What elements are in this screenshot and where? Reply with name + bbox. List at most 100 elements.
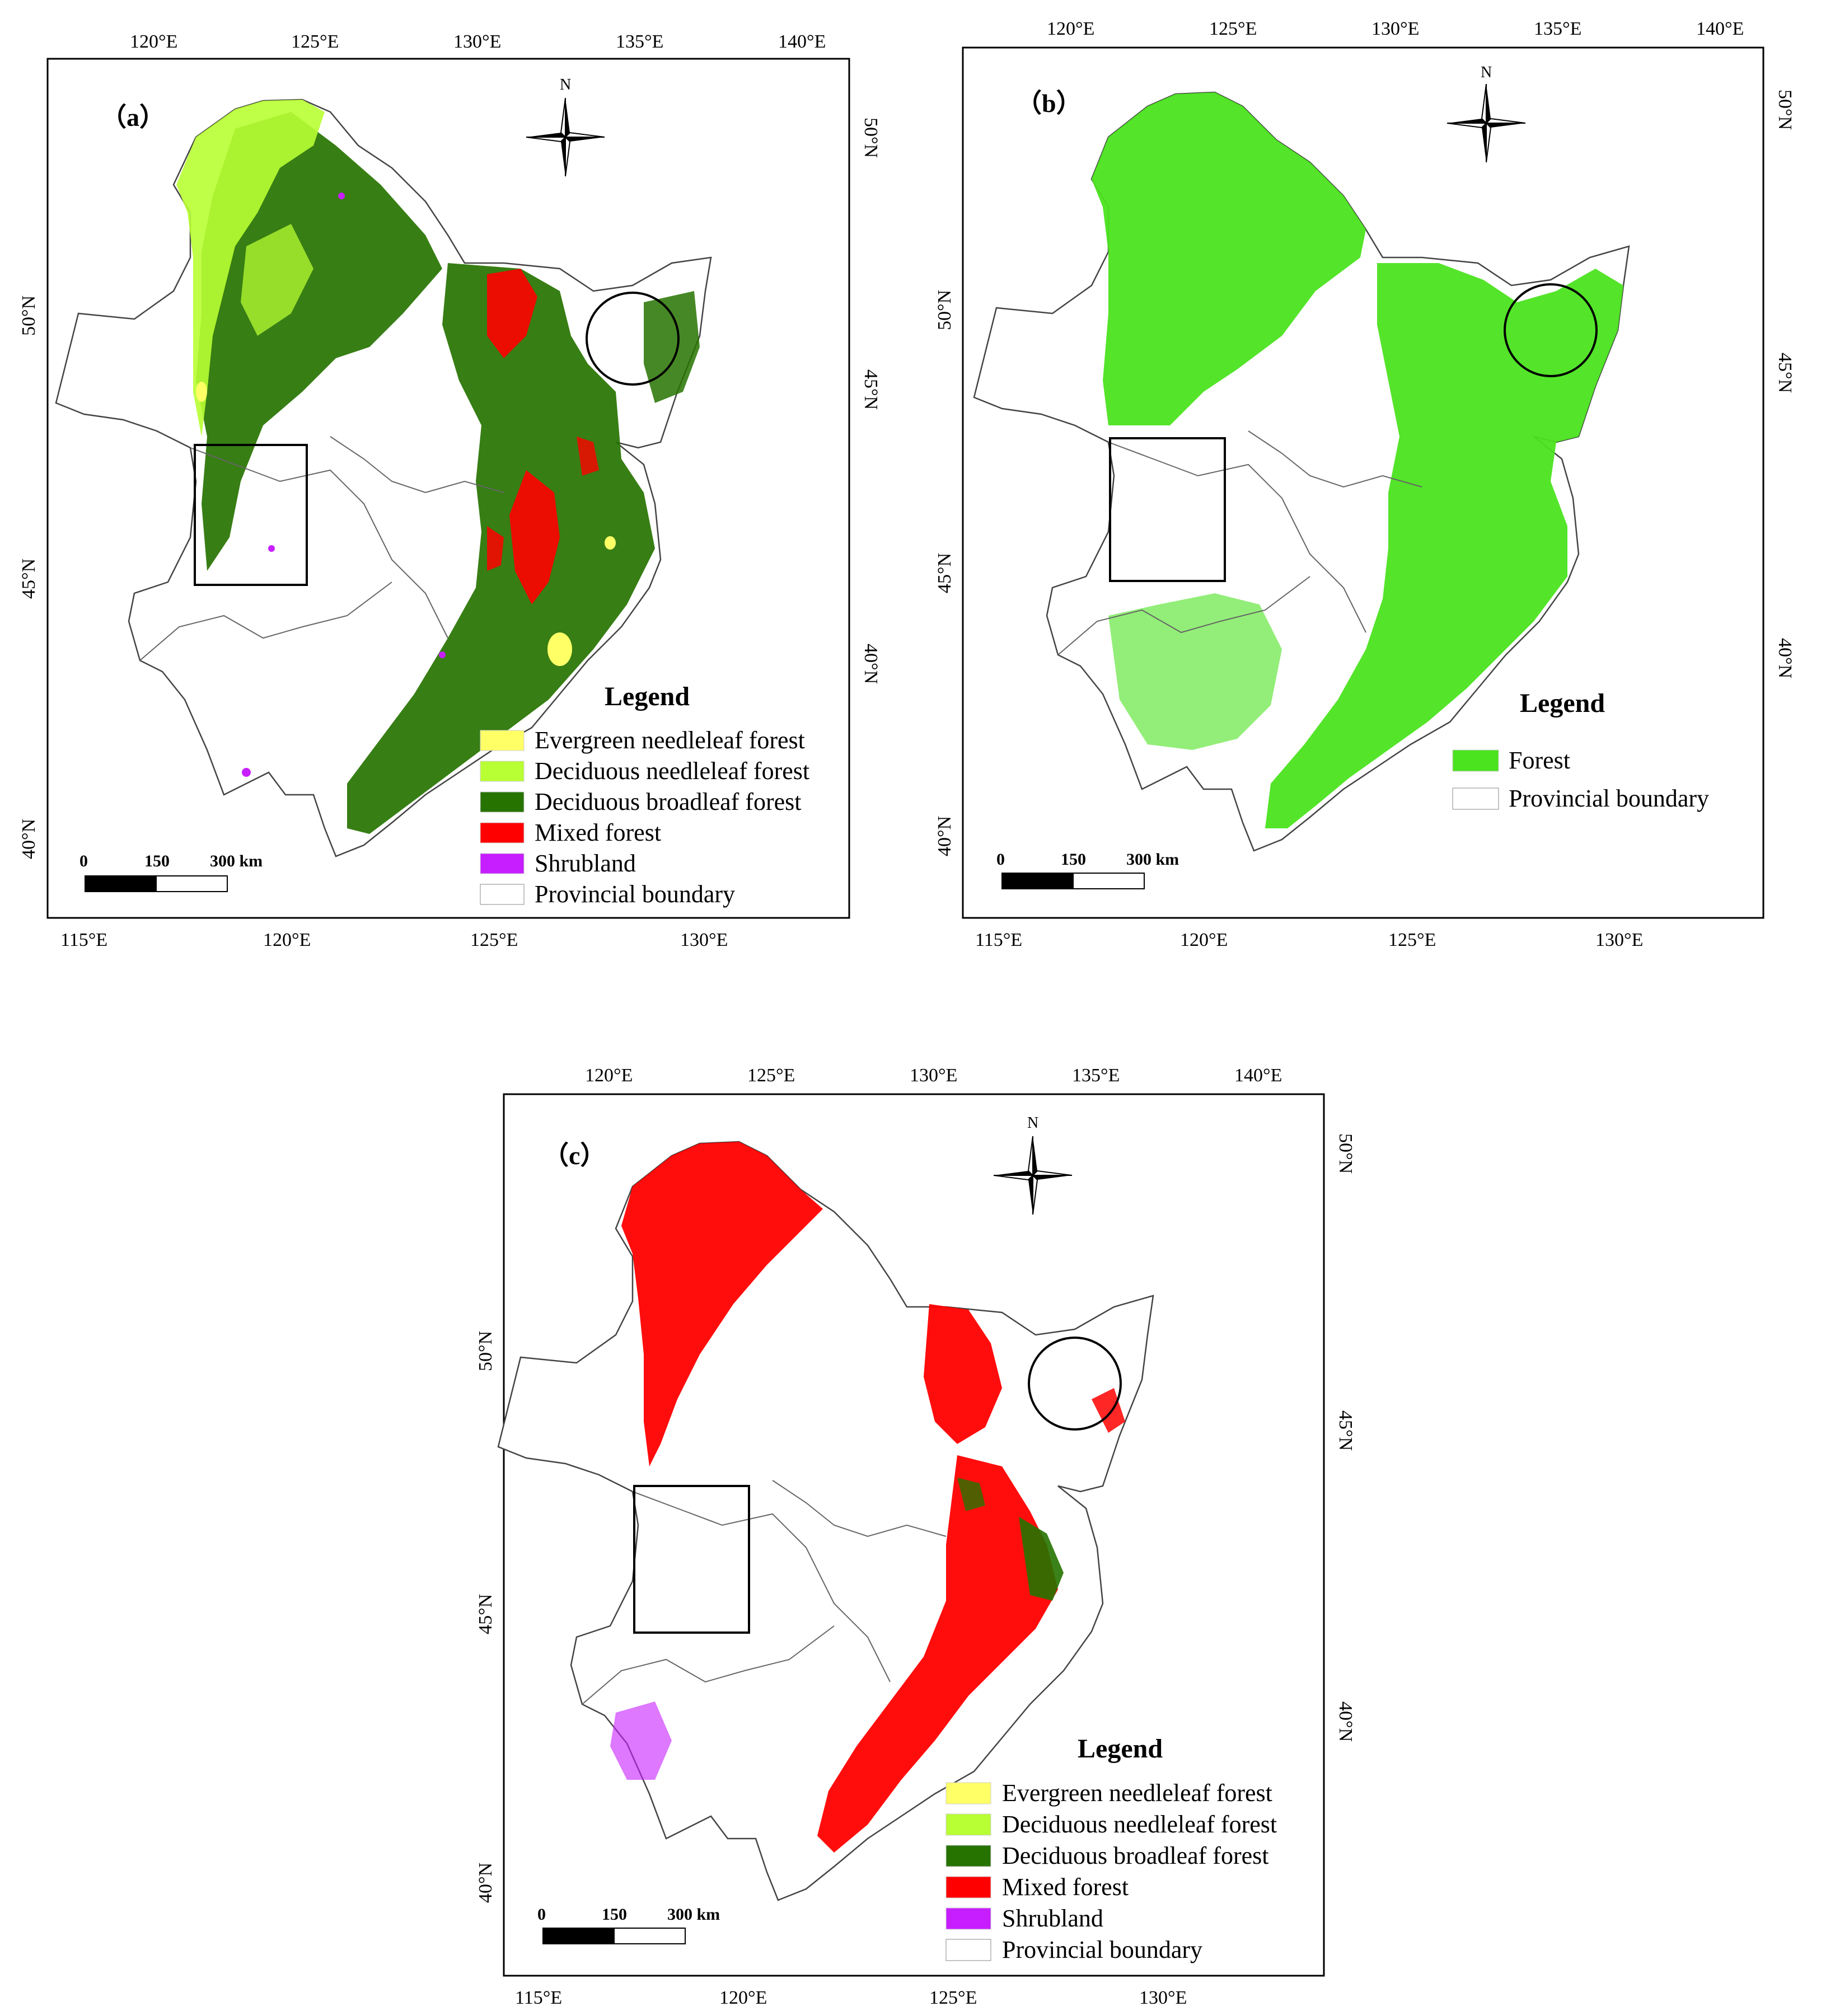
scale-bar: [542, 1928, 686, 1944]
left-tick: 40°N: [934, 816, 955, 856]
left-tick: 50°N: [18, 296, 39, 336]
mixed-forest-patch: [509, 470, 560, 604]
shrubland-patch: [268, 545, 275, 552]
shrubland-patch: [439, 651, 446, 658]
north-arrow: [993, 1136, 1073, 1215]
legend-swatches: [945, 1782, 991, 1961]
scale-bar: [85, 875, 228, 892]
shrubland-area: [610, 1701, 672, 1780]
mixed-forest-area: [924, 1304, 1002, 1444]
legend-swatch: [1452, 787, 1499, 810]
legend-label: Provincial boundary: [1509, 785, 1709, 812]
top-tick: 125°E: [1209, 18, 1257, 39]
left-tick: 40°N: [18, 819, 39, 859]
evergreen-needleleaf-patch: [605, 536, 616, 550]
scale-label: 0: [79, 852, 88, 870]
focus-circle: [1504, 283, 1598, 377]
top-tick: 125°E: [291, 31, 339, 52]
bottom-tick: 130°E: [1595, 930, 1643, 950]
top-tick: 120°E: [130, 31, 177, 52]
left-tick: 50°N: [475, 1331, 496, 1371]
map-panel-c: 120°E 125°E 130°E 135°E 140°E 115°E 120°…: [465, 1041, 1360, 2016]
scale-label: 150: [602, 1905, 627, 1924]
top-tick: 140°E: [1234, 1065, 1282, 1086]
left-tick: 45°N: [934, 553, 955, 593]
top-tick: 135°E: [1534, 18, 1581, 39]
legend-label: Mixed forest: [1002, 1873, 1129, 1901]
left-tick: 45°N: [18, 559, 39, 599]
legend-swatch: [945, 1845, 991, 1867]
mixed-forest-patch: [487, 526, 504, 571]
legend-swatch: [480, 853, 525, 874]
mixed-forest-patch: [577, 437, 599, 476]
legend-label: Deciduous needleleaf forest: [535, 757, 809, 785]
left-tick: 40°N: [475, 1863, 496, 1903]
mixed-forest-area: [817, 1455, 1058, 1853]
north-label: N: [1481, 64, 1492, 81]
legend-swatch: [480, 884, 525, 905]
panel-label: （b）: [1016, 89, 1082, 118]
legend-label: Mixed forest: [535, 819, 661, 846]
deciduous-needleleaf-area: [241, 224, 313, 336]
legend-label: Provincial boundary: [1002, 1936, 1202, 1963]
focus-circle: [586, 292, 680, 386]
scale-label: 300 km: [1126, 850, 1179, 869]
legend-swatch: [945, 1939, 991, 1961]
top-tick: 120°E: [1047, 18, 1094, 39]
bottom-tick: 130°E: [1139, 1987, 1187, 2008]
legend-swatch: [1452, 749, 1499, 772]
bottom-tick: 115°E: [975, 930, 1022, 950]
top-tick: 140°E: [1696, 18, 1744, 39]
right-tick: 45°N: [1335, 1410, 1356, 1451]
shrubland-patch: [242, 768, 251, 777]
top-tick: 130°E: [1371, 18, 1419, 39]
north-label: N: [1027, 1114, 1038, 1132]
left-tick: 50°N: [934, 290, 955, 330]
right-tick: 50°N: [860, 118, 881, 158]
bottom-tick: 125°E: [470, 930, 518, 950]
scale-label: 150: [1061, 850, 1086, 869]
provincial-boundary: [582, 1480, 947, 1705]
right-tick: 45°N: [860, 369, 881, 410]
right-tick: 40°N: [1775, 638, 1795, 678]
legend-swatch: [480, 822, 525, 843]
bottom-tick: 125°E: [929, 1987, 977, 2008]
legend-label: Provincial boundary: [535, 880, 735, 908]
legend-swatch: [945, 1813, 991, 1836]
focus-circle: [1028, 1337, 1122, 1431]
scale-bar: [1001, 873, 1145, 889]
legend-swatch: [945, 1876, 991, 1898]
scale-label: 150: [144, 852, 170, 870]
mixed-forest-area: [621, 1142, 823, 1466]
mixed-forest-patch: [487, 269, 537, 358]
bottom-tick: 115°E: [60, 930, 107, 950]
deciduous-needleleaf-area: [176, 100, 325, 437]
shrubland-patch: [338, 193, 345, 199]
right-tick: 40°N: [1335, 1701, 1356, 1742]
provincial-boundary: [1057, 430, 1422, 655]
scale-label: 0: [996, 850, 1005, 869]
top-tick: 130°E: [910, 1065, 957, 1086]
evergreen-needleleaf-patch: [196, 382, 207, 402]
legend-swatches: [480, 730, 525, 905]
forest-area: [1092, 92, 1366, 425]
legend-title: Legend: [605, 682, 690, 711]
scale-label: 0: [537, 1905, 546, 1924]
bottom-tick: 120°E: [263, 930, 311, 950]
north-arrow: [1446, 83, 1526, 163]
legend-title: Legend: [1520, 688, 1605, 718]
panel-label: （a）: [101, 103, 165, 132]
right-tick: 40°N: [860, 644, 881, 684]
top-tick: 140°E: [778, 31, 826, 52]
top-tick: 135°E: [1072, 1065, 1120, 1086]
panel-label: （c）: [543, 1141, 606, 1170]
bottom-tick: 125°E: [1388, 930, 1436, 950]
deciduous-broadleaf-area: [644, 291, 700, 403]
top-tick: 130°E: [453, 31, 501, 52]
legend-swatch: [480, 791, 525, 813]
legend-label: Evergreen needleleaf forest: [1002, 1779, 1272, 1807]
legend-label: Shrubland: [535, 850, 636, 877]
provincial-boundary: [139, 436, 504, 661]
bottom-tick: 130°E: [680, 930, 728, 950]
right-tick: 45°N: [1775, 353, 1795, 393]
